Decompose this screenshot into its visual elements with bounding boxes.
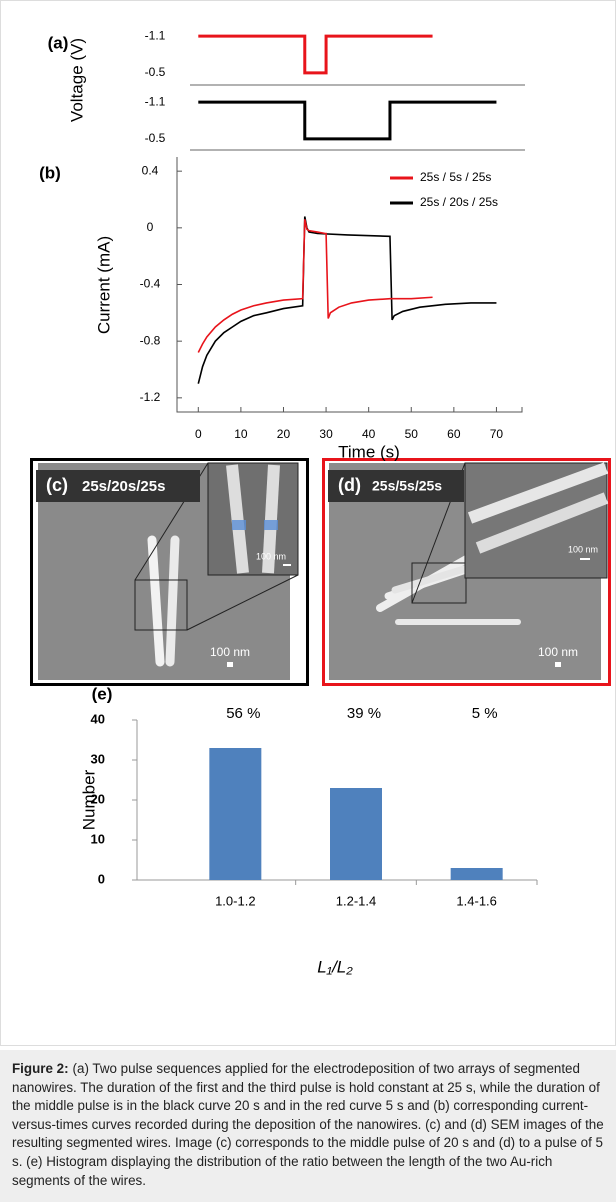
panel-title: 25s/20s/25s bbox=[82, 478, 165, 495]
legend-label: 25s / 20s / 25s bbox=[420, 195, 498, 209]
panel-label: (e) bbox=[92, 684, 113, 703]
panel-label: (b) bbox=[39, 163, 61, 182]
y-tick-label: 0 bbox=[147, 220, 154, 234]
y-tick-label: -1.1 bbox=[145, 28, 166, 42]
x-tick-label: 1.4-1.6 bbox=[456, 893, 496, 908]
y-axis-label: Voltage (V) bbox=[67, 38, 86, 122]
y-tick-label: -0.4 bbox=[140, 277, 161, 291]
y-tick-label: 0.4 bbox=[142, 163, 159, 177]
x-tick-label: 0 bbox=[195, 427, 202, 441]
y-tick-label: -1.1 bbox=[145, 94, 166, 108]
scale-label: 100 nm bbox=[210, 645, 250, 659]
annotation: 39 % bbox=[347, 705, 381, 722]
x-tick-label: 70 bbox=[490, 427, 504, 441]
x-tick-label: 20 bbox=[277, 427, 291, 441]
x-axis-label: L₁/L₂ bbox=[317, 957, 353, 976]
scale-bar bbox=[580, 558, 590, 560]
y-tick-label: 0 bbox=[98, 871, 105, 886]
sem-panel: (d) 25s/5s/25s 100 nm 100 nm bbox=[324, 460, 610, 685]
scale-label: 100 nm bbox=[538, 645, 578, 659]
x-tick-label: 40 bbox=[362, 427, 376, 441]
y-tick-label: -0.8 bbox=[140, 333, 161, 347]
y-tick-label: -0.5 bbox=[145, 131, 166, 145]
y-tick-label: 30 bbox=[91, 751, 105, 766]
sem-panel: (c) 25s/20s/25s 100 nm 100 nm bbox=[32, 460, 308, 685]
bar bbox=[330, 788, 382, 880]
bar bbox=[451, 868, 503, 880]
panel-title: 25s/5s/25s bbox=[372, 478, 442, 494]
x-tick-label: 1.2-1.4 bbox=[336, 893, 376, 908]
scale-bar bbox=[555, 662, 561, 667]
panel-label: (a) bbox=[48, 33, 69, 52]
inset-scale: 100 nm bbox=[256, 551, 286, 561]
annotation: 56 % bbox=[226, 705, 260, 722]
x-tick-label: 1.0-1.2 bbox=[215, 893, 255, 908]
y-tick-label: 40 bbox=[91, 711, 105, 726]
y-tick-label: 10 bbox=[91, 831, 105, 846]
nanowire bbox=[170, 540, 175, 662]
y-tick-label: -0.5 bbox=[145, 65, 166, 79]
panel-label: (c) bbox=[46, 475, 68, 495]
y-tick-label: -1.2 bbox=[140, 390, 161, 404]
bar bbox=[209, 748, 261, 880]
page: (c) 25s/20s/25s 100 nm 100 nm (d) 25s/5s… bbox=[0, 0, 616, 1202]
scale-bar bbox=[227, 662, 233, 667]
legend-label: 25s / 5s / 25s bbox=[420, 170, 491, 184]
x-tick-label: 30 bbox=[319, 427, 333, 441]
annotation: 5 % bbox=[472, 705, 498, 722]
caption-text: (a) Two pulse sequences applied for the … bbox=[12, 1061, 604, 1188]
figure: (c) 25s/20s/25s 100 nm 100 nm (d) 25s/5s… bbox=[0, 0, 616, 1046]
scale-bar bbox=[283, 564, 291, 566]
segment-mark bbox=[232, 520, 246, 530]
x-axis-label: Time (s) bbox=[338, 442, 400, 461]
inset-scale: 100 nm bbox=[568, 544, 598, 554]
x-tick-label: 10 bbox=[234, 427, 248, 441]
x-tick-label: 60 bbox=[447, 427, 461, 441]
panel-label: (d) bbox=[338, 475, 361, 495]
y-axis-label: Current (mA) bbox=[94, 236, 113, 334]
caption-label: Figure 2: bbox=[12, 1061, 69, 1076]
segment-mark bbox=[264, 520, 278, 530]
y-tick-label: 20 bbox=[91, 791, 105, 806]
x-tick-label: 50 bbox=[405, 427, 419, 441]
caption: Figure 2:(a) Two pulse sequences applied… bbox=[0, 1050, 616, 1202]
